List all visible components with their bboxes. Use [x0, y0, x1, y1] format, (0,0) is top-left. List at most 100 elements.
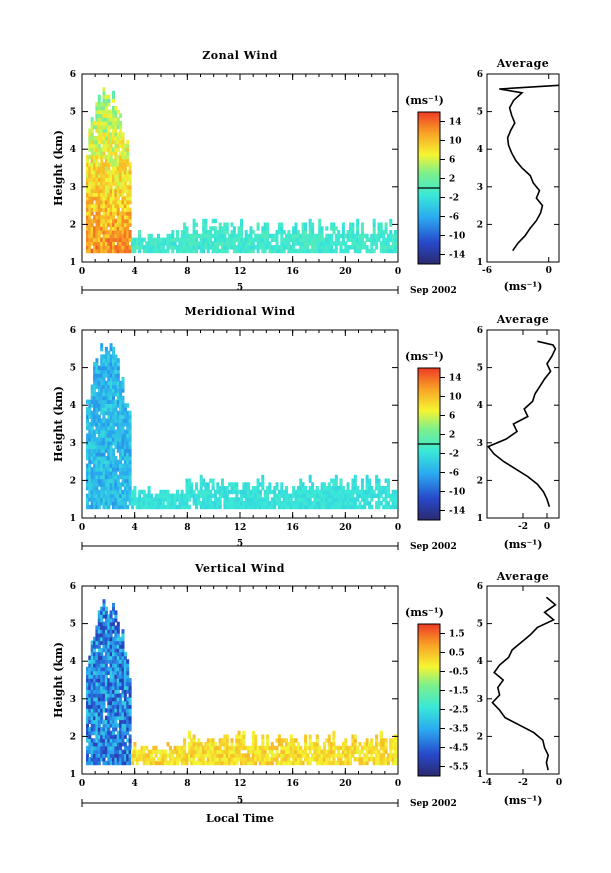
- data-cell: [114, 143, 118, 148]
- data-cell: [114, 663, 118, 668]
- data-cell: [363, 501, 367, 506]
- data-cell: [230, 497, 234, 502]
- data-cell: [209, 245, 213, 250]
- y-tick-label: 3: [70, 439, 76, 449]
- data-cell: [100, 681, 104, 687]
- data-cell: [109, 618, 113, 623]
- data-cell: [185, 501, 189, 506]
- data-cell: [123, 151, 127, 156]
- data-cell: [128, 757, 132, 762]
- data-cell: [119, 648, 123, 653]
- data-cell: [109, 215, 113, 220]
- data-cell: [277, 504, 281, 510]
- data-cell: [320, 241, 324, 246]
- data-cell: [294, 745, 298, 751]
- data-cell: [154, 745, 158, 751]
- data-cell: [86, 410, 89, 416]
- data-cell: [168, 241, 172, 246]
- data-cell: [247, 504, 251, 510]
- data-cell: [114, 124, 118, 130]
- data-cell: [121, 655, 125, 660]
- data-cell: [126, 670, 130, 675]
- data-cell: [128, 440, 132, 446]
- data-cell: [161, 757, 165, 762]
- data-cell: [104, 132, 108, 137]
- data-cell: [112, 618, 115, 623]
- data-cell: [126, 418, 130, 423]
- data-cell: [301, 497, 305, 502]
- data-cell: [116, 689, 120, 694]
- data-cell: [88, 192, 92, 197]
- data-cell: [275, 757, 279, 762]
- data-cell: [95, 636, 99, 642]
- data-cell: [128, 184, 132, 190]
- data-cell: [375, 482, 379, 487]
- data-cell: [107, 482, 111, 487]
- y-tick-label: 2: [70, 476, 76, 486]
- data-cell: [126, 727, 130, 732]
- data-cell: [363, 489, 367, 495]
- data-cell: [209, 493, 213, 498]
- data-cell: [88, 689, 92, 694]
- data-cell: [128, 237, 132, 242]
- data-cell: [204, 486, 208, 491]
- data-cell: [173, 504, 177, 510]
- data-cell: [251, 486, 255, 491]
- data-cell: [152, 237, 156, 242]
- data-cell: [109, 414, 113, 419]
- data-cell: [301, 226, 305, 231]
- data-cell: [315, 742, 319, 747]
- data-cell: [161, 493, 165, 498]
- data-cell: [109, 354, 113, 359]
- data-cell: [206, 745, 210, 751]
- data-cell: [237, 501, 241, 506]
- data-cell: [107, 248, 111, 254]
- data-cell: [88, 704, 92, 709]
- x-tick-label: 8: [184, 779, 190, 789]
- data-cell: [121, 241, 125, 246]
- data-cell: [104, 365, 108, 371]
- data-cell: [360, 493, 364, 498]
- data-cell: [93, 663, 97, 668]
- data-cell: [213, 489, 217, 495]
- data-cell: [102, 192, 106, 197]
- data-cell: [102, 704, 106, 709]
- data-cell: [230, 501, 234, 506]
- data-cell: [313, 501, 317, 506]
- data-cell: [116, 422, 120, 427]
- data-cell: [230, 745, 234, 751]
- data-cell: [244, 482, 248, 487]
- data-cell: [93, 463, 97, 468]
- data-cell: [315, 493, 319, 498]
- data-cell: [104, 218, 108, 224]
- data-cell: [95, 504, 99, 510]
- data-cell: [311, 753, 315, 758]
- data-cell: [240, 760, 243, 766]
- data-cell: [116, 147, 120, 152]
- data-cell: [223, 745, 227, 751]
- data-cell: [292, 760, 296, 766]
- data-cell: [107, 237, 111, 242]
- data-cell: [102, 151, 106, 156]
- x-axis-label: Local Time: [206, 812, 274, 825]
- data-cell: [104, 463, 108, 468]
- data-cell: [353, 489, 357, 495]
- data-cell: [270, 749, 274, 754]
- profile-y-tick-label: 4: [477, 145, 483, 155]
- data-cell: [102, 215, 106, 220]
- data-cell: [109, 497, 113, 502]
- data-cell: [107, 681, 111, 687]
- data-cell: [90, 203, 94, 209]
- data-cell: [199, 245, 203, 250]
- data-cell: [280, 742, 284, 747]
- data-cell: [126, 666, 130, 672]
- data-cell: [223, 493, 227, 498]
- data-cell: [308, 497, 312, 502]
- data-cell: [121, 166, 125, 171]
- data-cell: [261, 734, 265, 739]
- data-cell: [88, 181, 92, 186]
- data-cell: [112, 474, 115, 480]
- y-tick-label: 2: [70, 732, 76, 742]
- data-cell: [88, 139, 92, 145]
